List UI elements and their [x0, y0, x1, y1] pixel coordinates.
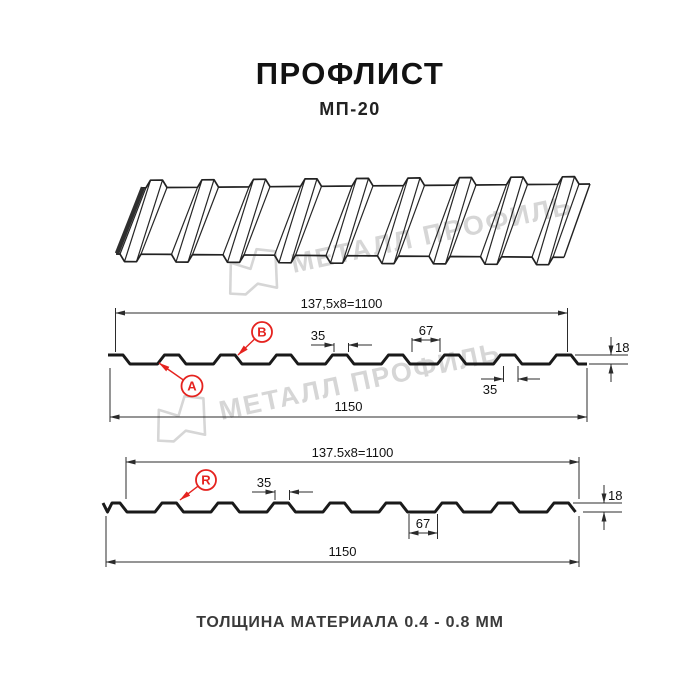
material-thickness-note: ТОЛЩИНА МАТЕРИАЛА 0.4 - 0.8 ММ — [196, 614, 504, 631]
dim-rib-bottom: 35 — [483, 382, 497, 397]
dim-rib-top: 35 — [311, 328, 325, 343]
dim-working-width: 137,5x8=1100 — [301, 296, 383, 311]
profile-model-name: МП-20 — [319, 99, 381, 119]
profile-outline — [108, 353, 587, 366]
callout-a-leader — [158, 362, 184, 381]
dim-valley: 67 — [416, 516, 430, 531]
callout-r-circle — [195, 469, 217, 491]
callout-r-label: R — [201, 473, 211, 488]
dim-height: 18 — [608, 488, 622, 503]
metall-profil-logo-icon — [156, 394, 207, 443]
profile-outline — [101, 501, 577, 514]
callout-b-leader — [237, 338, 256, 356]
dim-working-width: 137.5x8=1100 — [312, 445, 394, 460]
watermark-brand-2: МЕТАЛЛ ПРОФИЛЬ — [145, 326, 506, 451]
sheet-3d-drawing — [114, 175, 591, 266]
callout-r-leader — [179, 485, 199, 501]
callout-b-label: B — [257, 325, 266, 340]
cross-section-bottom-view: 137.5x8=1100 1150 35 67 18 R — [101, 445, 622, 567]
callout-a-circle — [180, 374, 204, 398]
callout-a-label: A — [187, 379, 197, 394]
dim-full-width: 1150 — [335, 399, 363, 414]
callout-b-circle — [251, 321, 273, 343]
page-title: ПРОФЛИСТ — [255, 56, 445, 91]
dim-height: 18 — [615, 340, 629, 355]
dim-full-width: 1150 — [329, 544, 357, 559]
dim-valley: 67 — [419, 323, 433, 338]
cross-section-top-view: 137,5x8=1100 1150 35 67 18 35 A — [108, 296, 629, 422]
dim-rib-top: 35 — [257, 475, 271, 490]
